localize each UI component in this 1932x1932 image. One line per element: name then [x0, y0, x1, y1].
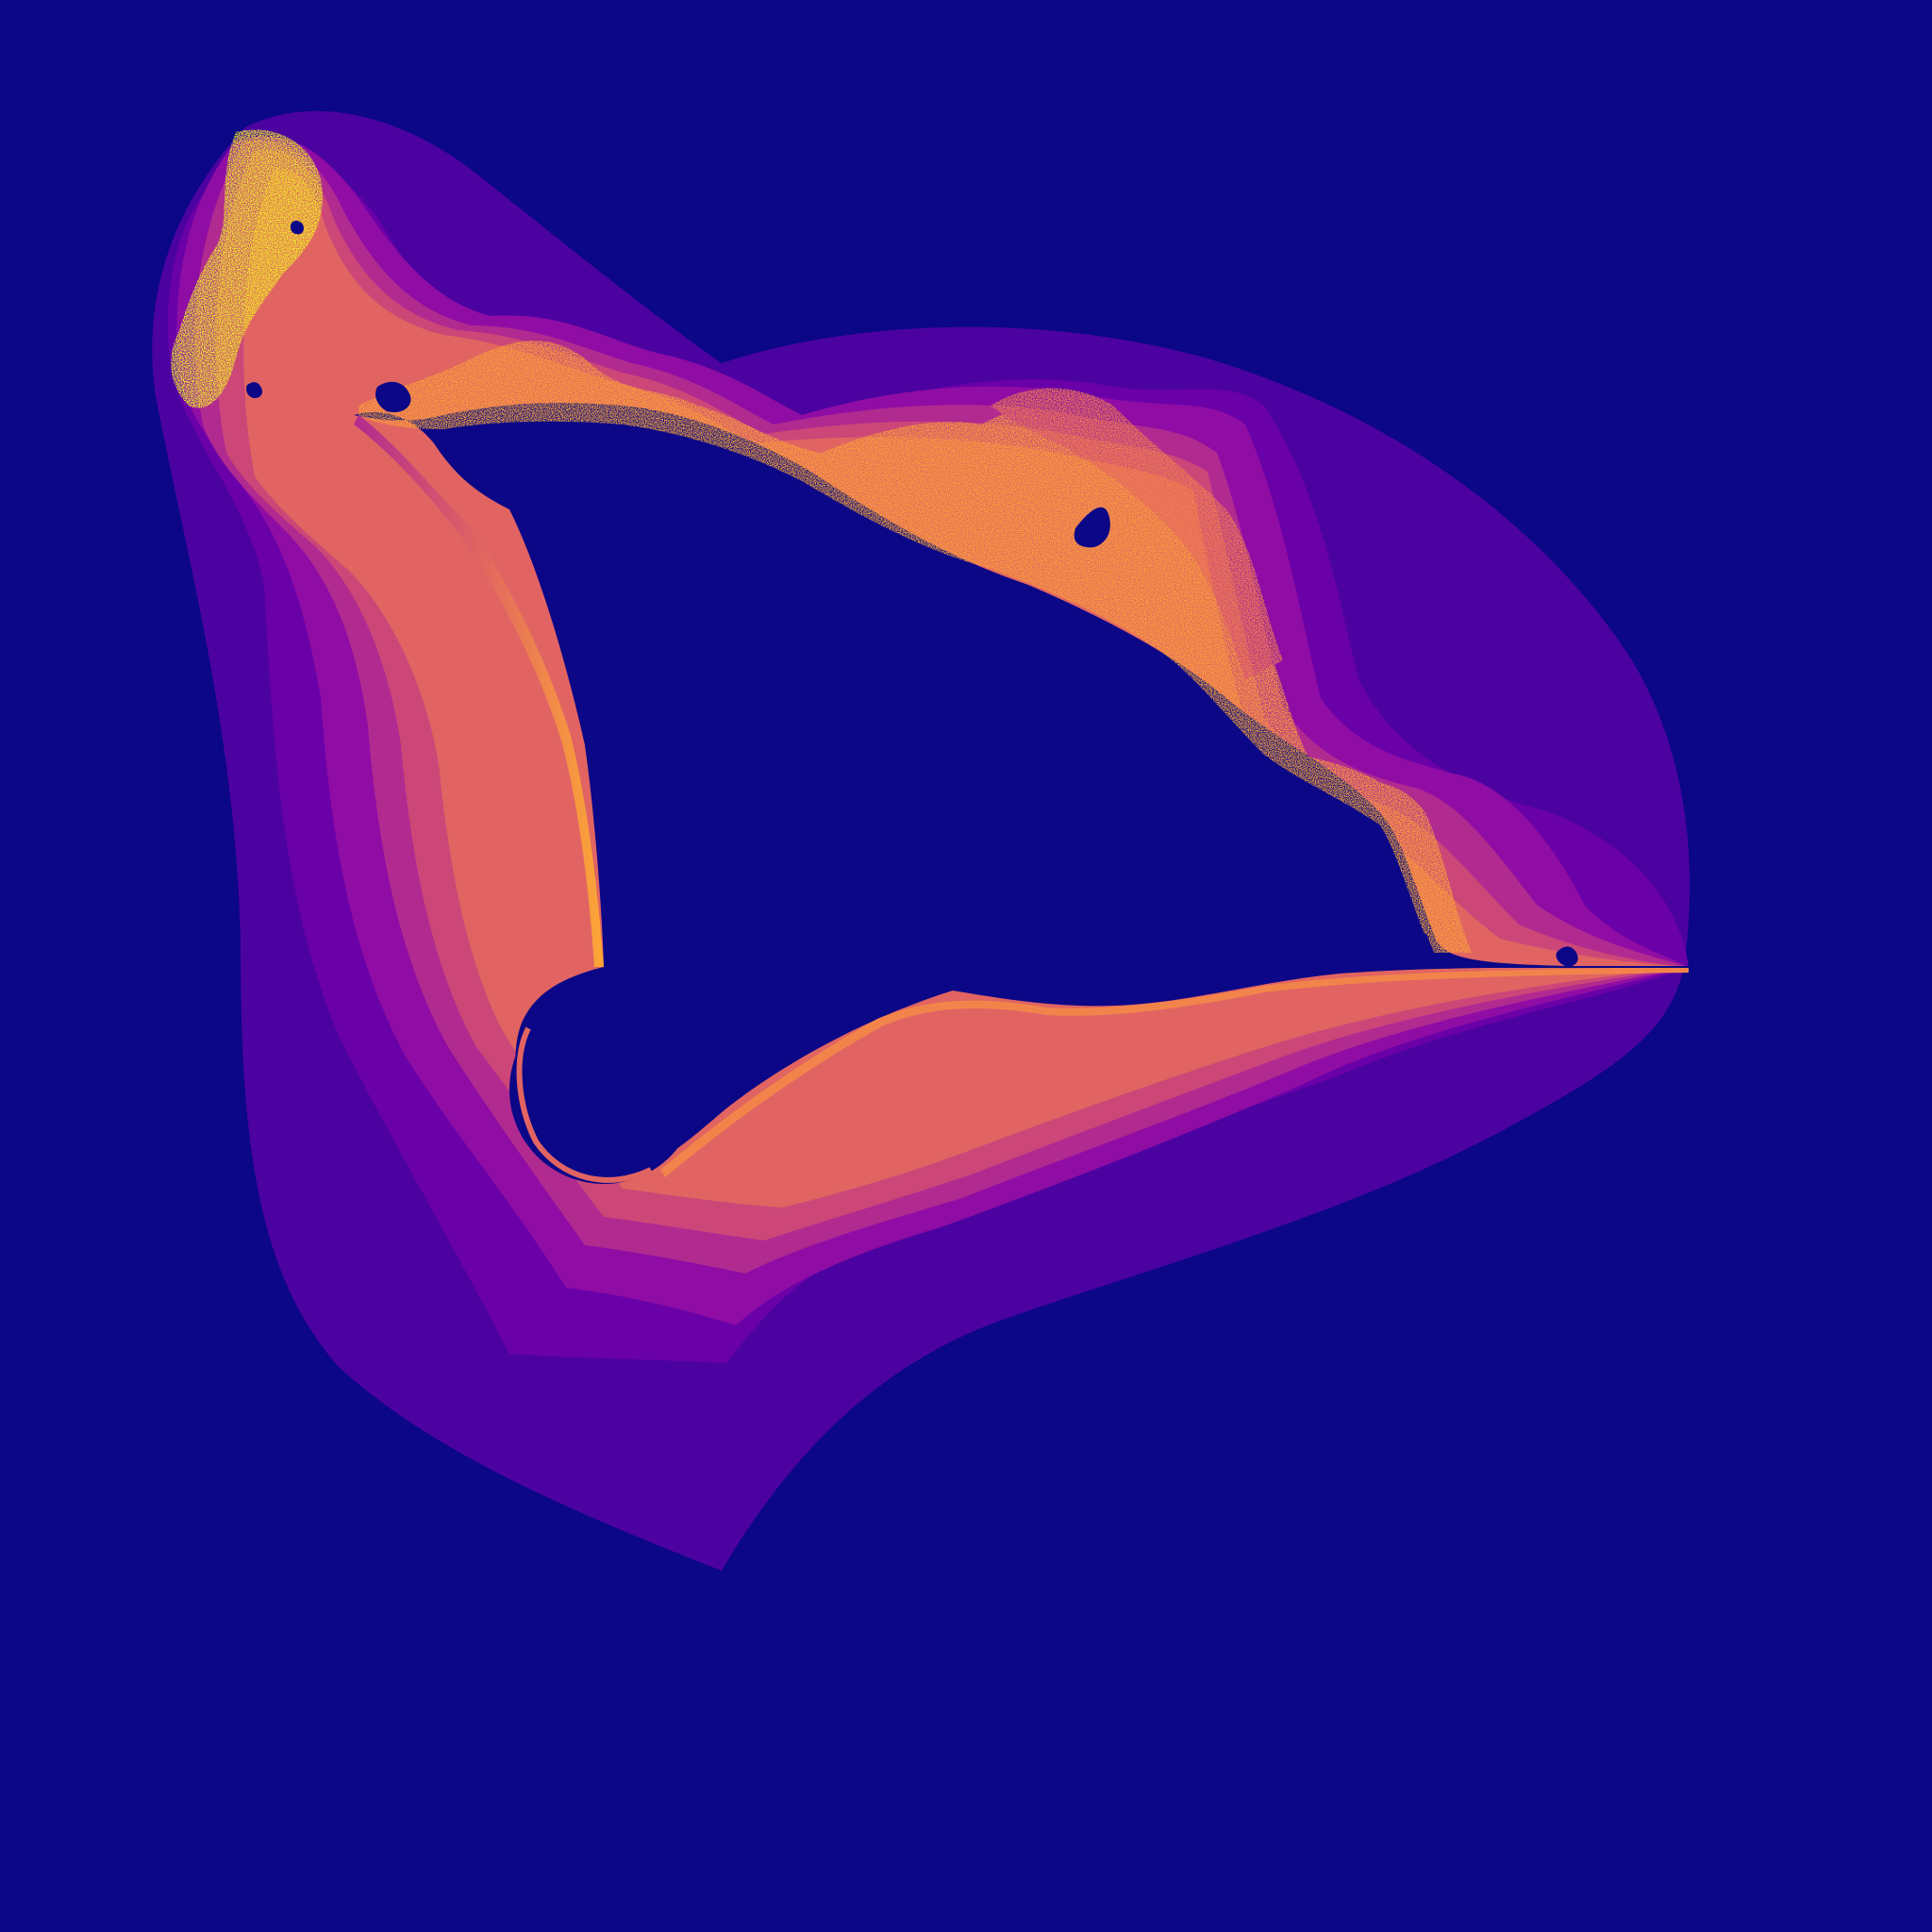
fractal-fringe-top — [171, 129, 1472, 953]
interior-island-3 — [246, 382, 263, 399]
interior-island-1 — [1074, 507, 1110, 548]
interior-set — [354, 403, 1689, 1180]
interior-island-2 — [375, 381, 411, 413]
edge-left — [354, 415, 604, 967]
interior-island-5 — [1556, 946, 1578, 967]
bulb-fringe — [516, 1026, 653, 1183]
bulb-interior — [509, 995, 698, 1184]
interior-island-4 — [290, 220, 304, 235]
